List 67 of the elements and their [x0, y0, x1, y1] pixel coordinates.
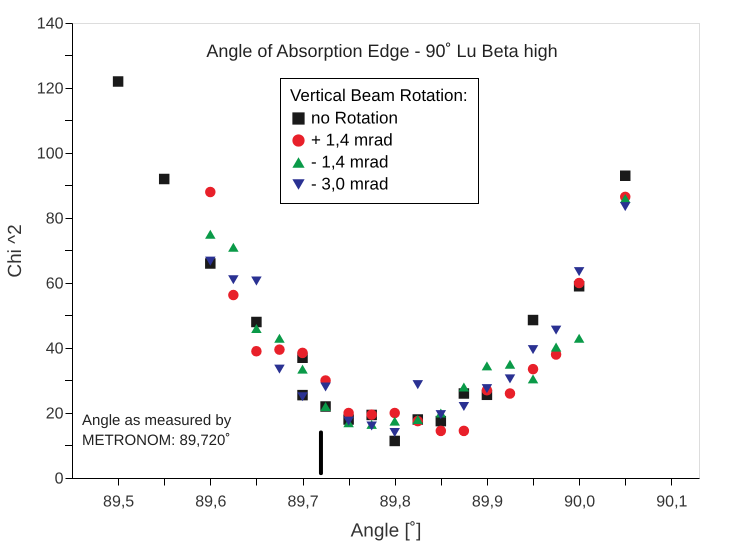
point: [297, 364, 308, 374]
point: [389, 416, 400, 426]
point: [620, 202, 630, 212]
point: [528, 364, 538, 374]
x-axis-title: Angle [˚]: [350, 520, 422, 542]
y-tick-label: 100: [36, 146, 64, 162]
point: [251, 316, 262, 328]
point: [528, 345, 538, 354]
legend-label: - 1,4 mrad: [311, 152, 388, 172]
point: [274, 334, 285, 343]
legend-label: + 1,4 mrad: [311, 130, 393, 150]
point: [320, 382, 331, 392]
x-tick-label: 89,8: [380, 494, 411, 510]
x-tick-label: 89,6: [195, 494, 226, 510]
point: [205, 230, 216, 239]
x-tick-label: 90,0: [564, 494, 596, 510]
point: [158, 174, 170, 184]
point: [574, 278, 584, 288]
point: [504, 374, 516, 384]
y-tick-label: 80: [46, 210, 64, 228]
point: [389, 436, 400, 446]
point: [504, 360, 516, 369]
x-tick-label: 89,5: [103, 494, 134, 510]
point: [112, 76, 124, 87]
point: [412, 380, 424, 390]
point: [297, 392, 308, 402]
point: [550, 326, 562, 335]
point: [389, 428, 400, 438]
point: [550, 342, 562, 352]
point: [458, 402, 470, 412]
y-tick-label: 40: [46, 340, 64, 358]
annotation: Angle as measured by METRONOM: 89,720˚: [82, 412, 232, 449]
point: [274, 364, 285, 374]
point: [205, 186, 216, 198]
y-tick-label: 120: [36, 80, 64, 98]
y-tick-label: 60: [46, 276, 64, 292]
x-tick-label: 89,7: [287, 494, 319, 510]
y-tick-label: 140: [36, 16, 64, 32]
x-tick-label: 89,9: [472, 494, 504, 510]
x-tick-label: 90,1: [656, 494, 688, 510]
point: [228, 290, 239, 300]
point: [504, 388, 516, 399]
point: [620, 170, 630, 181]
point: [528, 374, 538, 384]
y-axis-title: Chi ^2: [4, 224, 26, 278]
point: [574, 267, 584, 276]
point: [436, 426, 446, 436]
point: [251, 276, 262, 286]
legend-label: - 3,0 mrad: [311, 174, 388, 194]
point: [297, 348, 308, 358]
point: [251, 346, 262, 356]
y-tick-label: 0: [54, 470, 64, 488]
point: [205, 256, 216, 266]
point: [251, 324, 262, 334]
point: [458, 426, 470, 436]
y-tick-label: 20: [46, 406, 64, 422]
point: [389, 408, 400, 418]
point: [458, 382, 470, 392]
point: [482, 361, 492, 370]
legend-title: Vertical Beam Rotation:: [290, 86, 468, 105]
point: [528, 314, 538, 326]
point: [228, 242, 239, 252]
text: Angle of Absorption Edge - 90˚ Lu Beta high: [206, 41, 558, 61]
legend-label: no Rotation: [311, 108, 398, 128]
point: [274, 344, 285, 355]
point: [228, 275, 239, 284]
point: [574, 334, 584, 343]
